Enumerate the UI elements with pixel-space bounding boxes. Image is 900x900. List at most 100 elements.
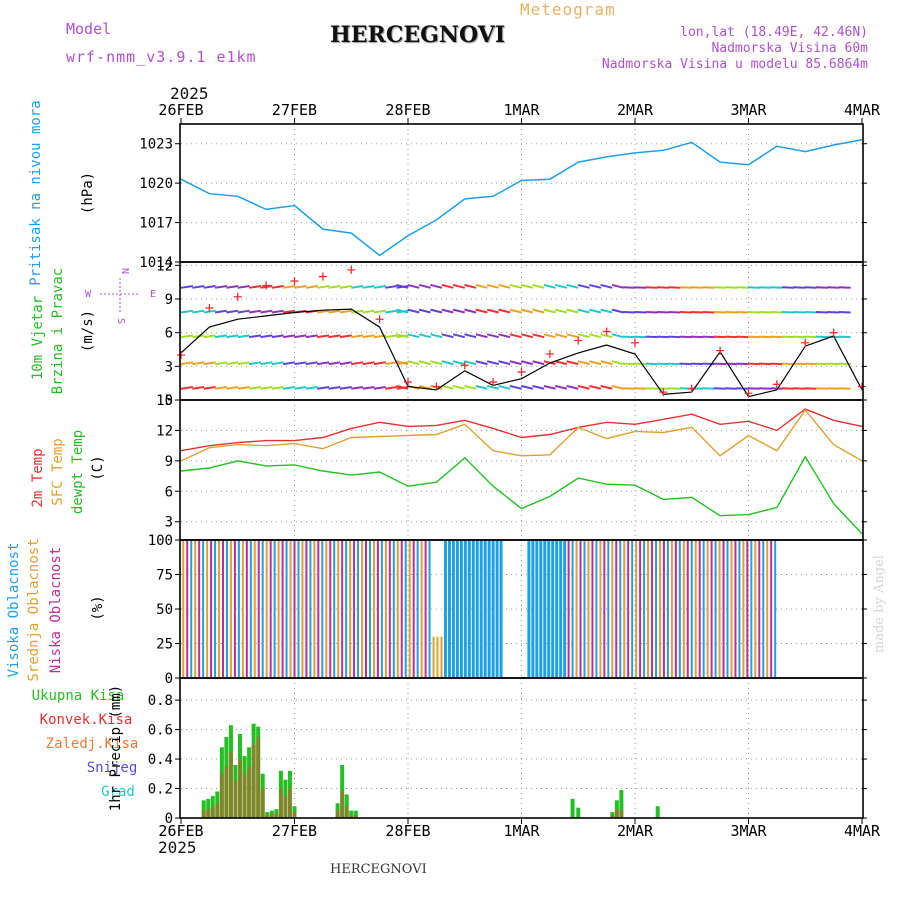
wind-arrow bbox=[294, 385, 307, 390]
elevation-text: Nadmorska Visina 60m bbox=[711, 41, 868, 56]
wind-arrow bbox=[520, 308, 534, 314]
wind-arrow bbox=[486, 360, 500, 366]
y-tick-label: 0 bbox=[165, 811, 173, 827]
wind-gust-mark bbox=[801, 338, 810, 347]
precip-total-bar bbox=[655, 806, 660, 818]
wind-arrow bbox=[418, 360, 431, 366]
wind-arrow bbox=[226, 385, 239, 390]
wind-arrow bbox=[351, 361, 364, 366]
precip-conv-bar bbox=[260, 788, 265, 818]
x-tick-label-bottom: 26FEB bbox=[158, 822, 203, 840]
wind-arrow bbox=[589, 333, 602, 339]
y-tick-label: 0 bbox=[165, 671, 173, 687]
wind-arrow bbox=[362, 334, 375, 339]
y-tick-label: 25 bbox=[156, 637, 173, 653]
wind-arrow bbox=[566, 308, 579, 314]
wind-arrow bbox=[486, 333, 500, 339]
wind-arrow bbox=[180, 309, 194, 314]
wind-arrow bbox=[509, 384, 522, 390]
wind-arrow bbox=[226, 309, 239, 314]
wind-arrow bbox=[317, 334, 330, 339]
precip-conv-bar bbox=[292, 812, 297, 818]
wind-arrow bbox=[214, 285, 228, 289]
wind-unit: (m/s) bbox=[80, 310, 96, 352]
wind-arrow bbox=[385, 385, 398, 390]
wind-arrow bbox=[441, 333, 454, 339]
wind-arrow bbox=[509, 333, 522, 339]
precip-total-bar bbox=[619, 790, 624, 818]
wind-arrow bbox=[260, 334, 273, 339]
wind-arrow bbox=[317, 285, 330, 289]
watermark: made by Angel bbox=[872, 555, 887, 653]
wind-arrow bbox=[407, 360, 420, 366]
wind-arrow bbox=[555, 333, 568, 339]
wind-arrow bbox=[248, 309, 262, 314]
wind-arrow bbox=[407, 308, 420, 314]
x-tick-label-top: 3MAR bbox=[730, 101, 767, 119]
mid-cloud-label: Srednja Oblacnost bbox=[26, 538, 42, 681]
wind-gust-mark bbox=[574, 336, 583, 345]
wind-arrow bbox=[611, 360, 624, 366]
wind-arrow bbox=[248, 361, 262, 366]
model-elevation-text: Nadmorska Visina u modelu 85.6864m bbox=[601, 57, 868, 72]
wind-arrow bbox=[260, 385, 273, 390]
wind-arrow bbox=[418, 384, 431, 390]
wind-arrow bbox=[498, 308, 511, 314]
x-tick-label-top: 1MAR bbox=[503, 101, 540, 119]
wind-arrow bbox=[305, 334, 318, 339]
x-tick-label-bottom: 27FEB bbox=[272, 822, 317, 840]
wind-arrow bbox=[237, 334, 250, 339]
wind-gust-mark bbox=[290, 277, 299, 286]
precip-conv-bar bbox=[274, 813, 279, 818]
wind-arrow bbox=[509, 308, 522, 314]
wind-arrow bbox=[543, 308, 556, 314]
precip-conv-bar bbox=[219, 773, 224, 818]
wind-arrow bbox=[452, 384, 465, 390]
wind-arrow bbox=[589, 360, 602, 366]
precip-conv-bar bbox=[201, 810, 206, 818]
wind-arrow bbox=[577, 283, 590, 289]
temp-line-temp2m bbox=[180, 408, 863, 452]
wind-arrow bbox=[237, 309, 250, 314]
wind-arrow bbox=[600, 283, 613, 289]
x-tick-label-bottom: 4MAR bbox=[844, 822, 881, 840]
wind-arrow bbox=[475, 283, 488, 289]
wind-arrow bbox=[339, 309, 352, 314]
lonlat-text: lon,lat (18.49E, 42.46N) bbox=[680, 25, 868, 40]
wind-arrow bbox=[498, 384, 511, 390]
wind-arrow bbox=[214, 334, 228, 339]
wind-arrow bbox=[351, 334, 364, 339]
y-tick-label: 0 bbox=[165, 393, 173, 409]
wind-arrow bbox=[362, 361, 375, 366]
wind-arrow bbox=[532, 308, 545, 314]
wind-gust-mark bbox=[858, 382, 866, 391]
wind-arrow bbox=[577, 333, 590, 339]
wind-arrow bbox=[214, 385, 228, 390]
precip-conv-bar bbox=[269, 813, 274, 818]
x-tick-label-top: 4MAR bbox=[844, 101, 881, 119]
wind-arrow bbox=[396, 384, 409, 390]
wind-gust-mark bbox=[545, 350, 554, 358]
wind-arrow bbox=[441, 360, 454, 366]
wind-arrow bbox=[373, 285, 386, 289]
precip-conv-bar bbox=[224, 766, 229, 818]
wind-arrow bbox=[589, 308, 602, 314]
subtitle: Meteogram bbox=[520, 0, 616, 19]
precip-legend-1: Konvek.Kisa bbox=[40, 712, 133, 728]
wind-arrow bbox=[611, 283, 624, 289]
wind-arrow bbox=[192, 285, 205, 289]
axes-layer bbox=[175, 118, 867, 824]
wind-arrow bbox=[543, 333, 556, 339]
wind-gust-mark bbox=[744, 389, 753, 398]
wind-gust-mark bbox=[687, 384, 696, 393]
wind-arrow bbox=[180, 334, 194, 339]
wind-arrow bbox=[271, 285, 284, 289]
wind-arrow bbox=[351, 285, 364, 289]
precip-total-bar bbox=[349, 810, 354, 818]
wind-arrow bbox=[180, 361, 194, 366]
page-title: HERCEGNOVI bbox=[330, 22, 506, 48]
wind-gust-mark bbox=[205, 304, 214, 312]
wind-arrow bbox=[271, 309, 284, 314]
wind-arrow bbox=[203, 285, 216, 289]
precip-conv-bar bbox=[335, 810, 340, 818]
